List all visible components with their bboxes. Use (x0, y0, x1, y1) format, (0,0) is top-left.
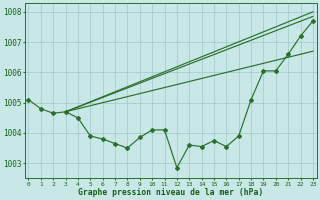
X-axis label: Graphe pression niveau de la mer (hPa): Graphe pression niveau de la mer (hPa) (78, 188, 263, 197)
